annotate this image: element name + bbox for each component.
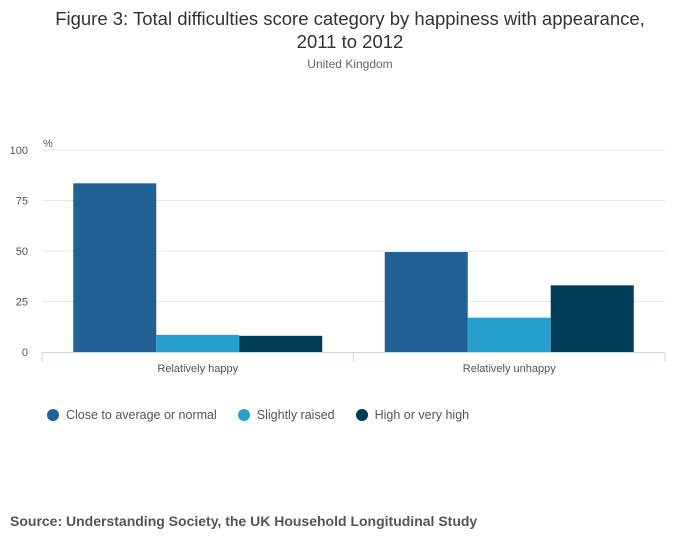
y-tick-label: 0	[22, 347, 28, 359]
y-tick-label: 75	[16, 196, 28, 208]
source-note: Source: Understanding Society, the UK Ho…	[10, 513, 478, 529]
legend-marker-slightly-raised	[237, 409, 250, 421]
bar-close-to-average-or-normal-relatively-unhappy	[384, 252, 468, 352]
legend-label-slightly-raised: Slightly raised	[256, 408, 335, 422]
y-axis-label: %	[43, 138, 53, 150]
legend-label-high-or-very-high: High or very high	[374, 408, 470, 422]
chart-title-line1: Figure 3: Total difficulties score categ…	[55, 8, 645, 29]
chart-subtitle: United Kingdom	[307, 57, 393, 71]
bar-high-or-very-high-relatively-happy	[239, 335, 323, 352]
legend: Close to average or normal Slightly rais…	[47, 408, 490, 422]
legend-marker-high-or-very-high	[355, 409, 368, 421]
legend-label-close-to-average: Close to average or normal	[66, 408, 217, 422]
bar-slightly-raised-relatively-happy	[156, 334, 240, 352]
legend-item-slightly-raised[interactable]: Slightly raised	[237, 408, 335, 422]
bar-close-to-average-or-normal-relatively-happy	[73, 183, 157, 352]
chart-title-line2: 2011 to 2012	[296, 31, 404, 52]
legend-item-close-to-average[interactable]: Close to average or normal	[47, 408, 217, 422]
bar-high-or-very-high-relatively-unhappy	[550, 285, 634, 352]
bar-slightly-raised-relatively-unhappy	[467, 317, 551, 352]
y-tick-label: 25	[16, 297, 28, 309]
x-tick-label: Relatively unhappy	[463, 363, 556, 375]
x-tick-label: Relatively happy	[157, 363, 238, 375]
y-tick-label: 50	[16, 246, 28, 258]
y-tick-label: 100	[10, 145, 28, 157]
legend-marker-close-to-average	[47, 409, 59, 421]
chart-title: Figure 3: Total difficulties score categ…	[0, 7, 700, 53]
legend-item-high-or-very-high[interactable]: High or very high	[355, 408, 470, 422]
